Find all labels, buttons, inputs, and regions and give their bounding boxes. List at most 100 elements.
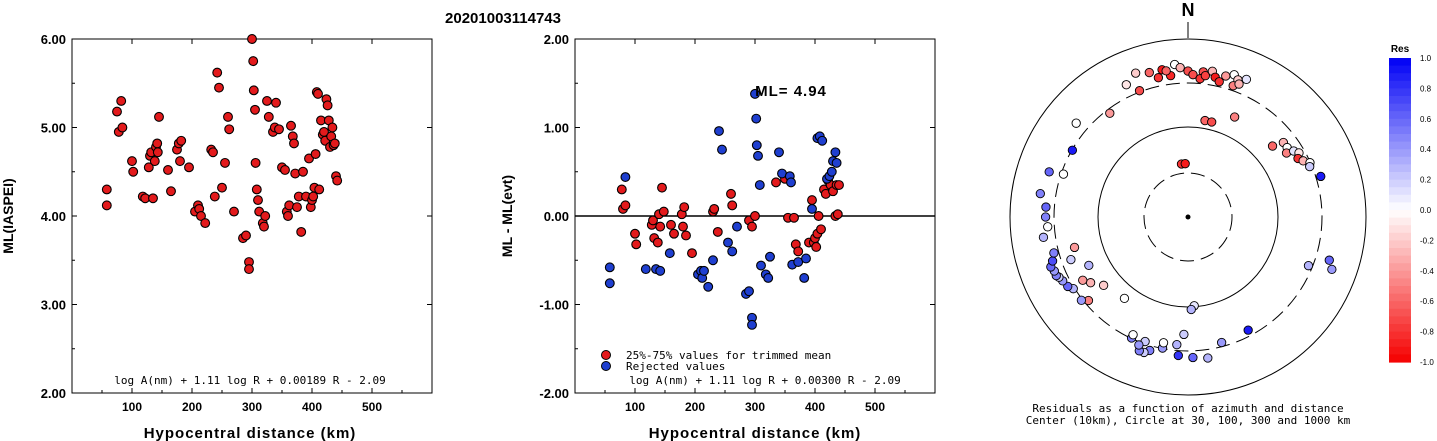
colorbar-cell <box>1389 179 1411 188</box>
left-point <box>310 149 321 160</box>
middle-point <box>631 239 642 250</box>
colorbar-cell <box>1389 156 1411 165</box>
left-point <box>112 106 122 117</box>
left-point <box>220 157 230 168</box>
left-point <box>224 124 235 135</box>
middle-point <box>813 211 824 221</box>
left-point <box>314 184 325 195</box>
middle-xtick-label: 100 <box>625 400 645 414</box>
left-point <box>229 206 239 217</box>
polar-point <box>1179 329 1189 340</box>
middle-point <box>751 113 762 124</box>
middle-point <box>826 166 837 177</box>
colorbar-title: Res <box>1391 44 1410 55</box>
left-point <box>152 138 163 149</box>
colorbar-cell <box>1389 164 1411 173</box>
middle-point <box>714 126 724 136</box>
colorbar-cell <box>1389 293 1411 302</box>
colorbar-cell <box>1389 225 1411 234</box>
colorbar-cell <box>1389 278 1411 287</box>
middle-formula: log A(nm) + 1.11 log R + 0.00300 R - 2.0… <box>629 374 901 387</box>
middle-point <box>811 242 822 252</box>
middle-point <box>620 172 631 183</box>
colorbar-cell <box>1389 134 1411 143</box>
legend-rejected-marker <box>601 361 611 371</box>
north-label: N <box>1182 0 1195 20</box>
colorbar-cell <box>1389 194 1411 203</box>
polar-point <box>1058 169 1069 179</box>
middle-point <box>765 251 775 262</box>
middle-point <box>786 177 796 188</box>
colorbar-tick-label: -0.2 <box>1420 236 1434 245</box>
polar-point <box>1203 353 1213 363</box>
polar-point <box>1134 86 1145 96</box>
left-point <box>209 191 220 202</box>
left-point <box>247 34 257 44</box>
middle-point <box>648 215 658 226</box>
left-xtick-label: 400 <box>302 400 322 414</box>
middle-point <box>709 203 720 214</box>
colorbar-cell <box>1389 210 1411 219</box>
polar-point <box>1105 108 1115 118</box>
polar-point <box>1067 145 1078 155</box>
polar-point <box>1035 188 1045 199</box>
left-xtick-label: 500 <box>362 400 382 414</box>
polar-point <box>1049 248 1059 258</box>
left-point <box>217 182 227 193</box>
middle-point <box>807 195 817 206</box>
left-point <box>248 56 259 67</box>
polar-point <box>1327 264 1337 275</box>
left-point <box>332 175 343 186</box>
left-point <box>184 162 194 173</box>
left-point <box>196 211 206 221</box>
left-point <box>253 195 263 206</box>
left-point <box>283 211 293 221</box>
left-point <box>322 100 333 111</box>
left-point <box>313 88 323 99</box>
middle-point <box>793 246 804 257</box>
middle-point <box>763 273 774 283</box>
polar-point <box>1043 222 1053 232</box>
polar-point <box>1134 340 1144 350</box>
middle-point <box>717 144 727 155</box>
middle-xtick-label: 400 <box>805 400 825 414</box>
colorbar-tick-label: -0.4 <box>1420 267 1434 276</box>
left-point <box>262 95 272 106</box>
middle-point <box>747 221 757 232</box>
colorbar-cell <box>1389 88 1411 97</box>
middle-point <box>699 265 709 276</box>
colorbar-tick-label: -1.0 <box>1420 358 1434 367</box>
polar-point <box>1047 256 1058 266</box>
polar-point <box>1158 338 1169 348</box>
polar-point <box>1324 255 1334 265</box>
left-point <box>175 156 185 167</box>
left-point <box>296 226 307 237</box>
middle-point <box>774 147 784 158</box>
middle-ytick-label: 2.00 <box>544 32 569 47</box>
middle-point <box>807 203 817 214</box>
middle-point <box>655 221 666 232</box>
middle-point <box>620 200 631 211</box>
middle-ytick-label: -2.00 <box>539 386 569 401</box>
left-point <box>128 166 139 177</box>
middle-point <box>616 184 627 195</box>
polar-point <box>1119 293 1130 304</box>
left-point <box>117 122 128 133</box>
polar-point <box>1216 337 1227 348</box>
middle-point <box>630 228 640 239</box>
ml-annotation: ML= 4.94 <box>755 83 827 100</box>
colorbar-cell <box>1389 58 1411 67</box>
colorbar-cell <box>1389 111 1411 120</box>
colorbar-cell <box>1389 301 1411 310</box>
colorbar-cell <box>1389 65 1411 74</box>
left-point <box>127 156 137 167</box>
middle-point <box>831 157 842 168</box>
colorbar-cell <box>1389 118 1411 127</box>
polar-point <box>1041 202 1051 212</box>
left-chart: 100 200 300 400 500 2.00 3.00 4.00 5.00 6.00 log … <box>0 32 433 441</box>
left-ytick-label: 2.00 <box>41 386 66 401</box>
left-ytick-label: 5.00 <box>41 121 66 136</box>
colorbar: Res 1.0 0.8 0.6 0.4 0.2 0.0 -0.2 -0.4 -0.6 -0.8 -1… <box>1389 44 1434 367</box>
colorbar-cell <box>1389 324 1411 333</box>
polar-point <box>1241 74 1252 85</box>
